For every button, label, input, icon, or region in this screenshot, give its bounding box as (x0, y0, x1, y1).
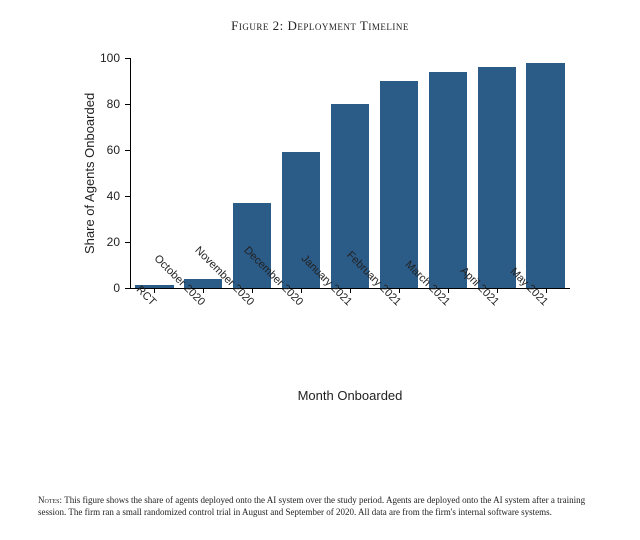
x-tick (350, 288, 351, 293)
x-tick (399, 288, 400, 293)
x-tick (154, 288, 155, 293)
y-tick (125, 242, 130, 243)
deployment-chart: 020406080100Share of Agents OnboardedRCT… (40, 40, 600, 420)
x-tick (203, 288, 204, 293)
x-tick (497, 288, 498, 293)
x-tick (252, 288, 253, 293)
y-tick-label: 100 (40, 51, 120, 65)
x-axis-label: Month Onboarded (130, 388, 570, 403)
y-tick (125, 104, 130, 105)
notes-label: Notes: (38, 495, 64, 505)
y-tick (125, 196, 130, 197)
y-tick (125, 58, 130, 59)
figure-title: Figure 2: Deployment Timeline (0, 0, 640, 40)
bar (526, 63, 564, 288)
notes-text: This figure shows the share of agents de… (38, 495, 585, 517)
figure-notes: Notes: This figure shows the share of ag… (0, 494, 640, 518)
y-axis (130, 58, 131, 288)
x-tick (448, 288, 449, 293)
x-tick (546, 288, 547, 293)
y-tick-label: 80 (40, 97, 120, 111)
y-tick-label: 0 (40, 281, 120, 295)
y-tick-label: 60 (40, 143, 120, 157)
x-tick (301, 288, 302, 293)
y-tick (125, 150, 130, 151)
